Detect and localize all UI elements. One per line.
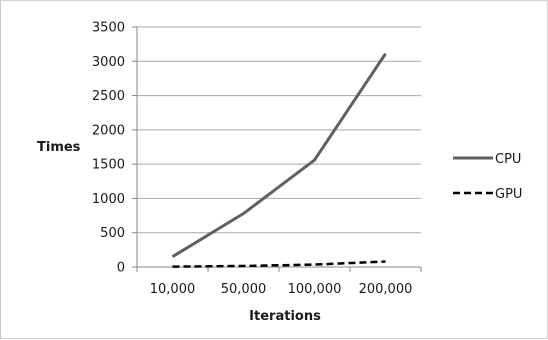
series-line-gpu xyxy=(172,260,386,268)
series-lines xyxy=(171,52,387,268)
x-axis-title: Iterations xyxy=(249,309,321,324)
y-axis-title: Times xyxy=(37,140,81,155)
y-tick-label: 2500 xyxy=(92,89,125,104)
y-tick-label: 3000 xyxy=(92,55,125,70)
y-tick-label: 2000 xyxy=(92,123,125,138)
y-tick-label: 3500 xyxy=(92,21,125,36)
x-tick-labels: 10,000 50,000 100,000 200,000 xyxy=(150,282,413,297)
x-tick-label: 50,000 xyxy=(221,282,267,297)
legend-label-cpu: CPU xyxy=(495,152,521,167)
x-tick-label: 200,000 xyxy=(359,282,413,297)
y-tick-label: 1000 xyxy=(92,192,125,207)
gridlines xyxy=(137,26,421,234)
y-tick-label: 500 xyxy=(100,226,125,241)
y-tick-labels: 0 500 1000 1500 2000 2500 3000 3500 xyxy=(92,21,125,276)
legend-label-gpu: GPU xyxy=(495,187,522,202)
legend: CPU GPU xyxy=(453,152,522,202)
x-tick-label: 100,000 xyxy=(288,282,342,297)
y-tick-label: 0 xyxy=(117,261,125,276)
series-line-cpu xyxy=(171,52,387,258)
x-tick-label: 10,000 xyxy=(150,282,196,297)
y-tick-label: 1500 xyxy=(92,158,125,173)
